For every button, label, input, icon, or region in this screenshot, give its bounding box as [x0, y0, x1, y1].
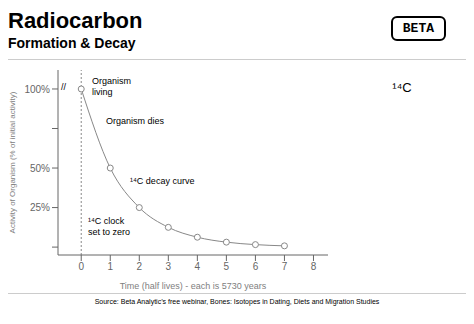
svg-text:8: 8 [311, 261, 317, 272]
html-text:¹⁴C decay curve: ¹⁴C decay curve [130, 176, 195, 186]
svg-text:0: 0 [78, 261, 84, 272]
svg-text:50%: 50% [30, 163, 50, 174]
svg-text:Time (half lives) - each is 57: Time (half lives) - each is 5730 years [120, 281, 267, 291]
html-text:¹⁴C: ¹⁴C [392, 80, 412, 95]
html-text:Organism living: Organism living [92, 76, 131, 97]
svg-text:7: 7 [282, 261, 288, 272]
svg-text:Activity of Organism (% of ini: Activity of Organism (% of initial activ… [8, 91, 17, 233]
svg-text:100%: 100% [24, 84, 50, 95]
svg-text:25%: 25% [30, 202, 50, 213]
html-text:Formation & Decay: Formation & Decay [8, 35, 136, 51]
html-text:Radiocarbon: Radiocarbon [8, 8, 143, 33]
svg-text:4: 4 [195, 261, 201, 272]
svg-text:6: 6 [253, 261, 259, 272]
svg-text:2: 2 [137, 261, 143, 272]
svg-text:3: 3 [166, 261, 172, 272]
svg-text:1: 1 [107, 261, 113, 272]
html-text:Source: Beta Analytic’s free w: Source: Beta Analytic’s free webinar, Bo… [94, 298, 380, 305]
html-text:¹⁴C clock set to zero: ¹⁴C clock set to zero [88, 216, 130, 237]
svg-text:5: 5 [224, 261, 230, 272]
html-text:BETA: BETA [402, 21, 434, 36]
html-text:Organism dies: Organism dies [106, 116, 164, 126]
